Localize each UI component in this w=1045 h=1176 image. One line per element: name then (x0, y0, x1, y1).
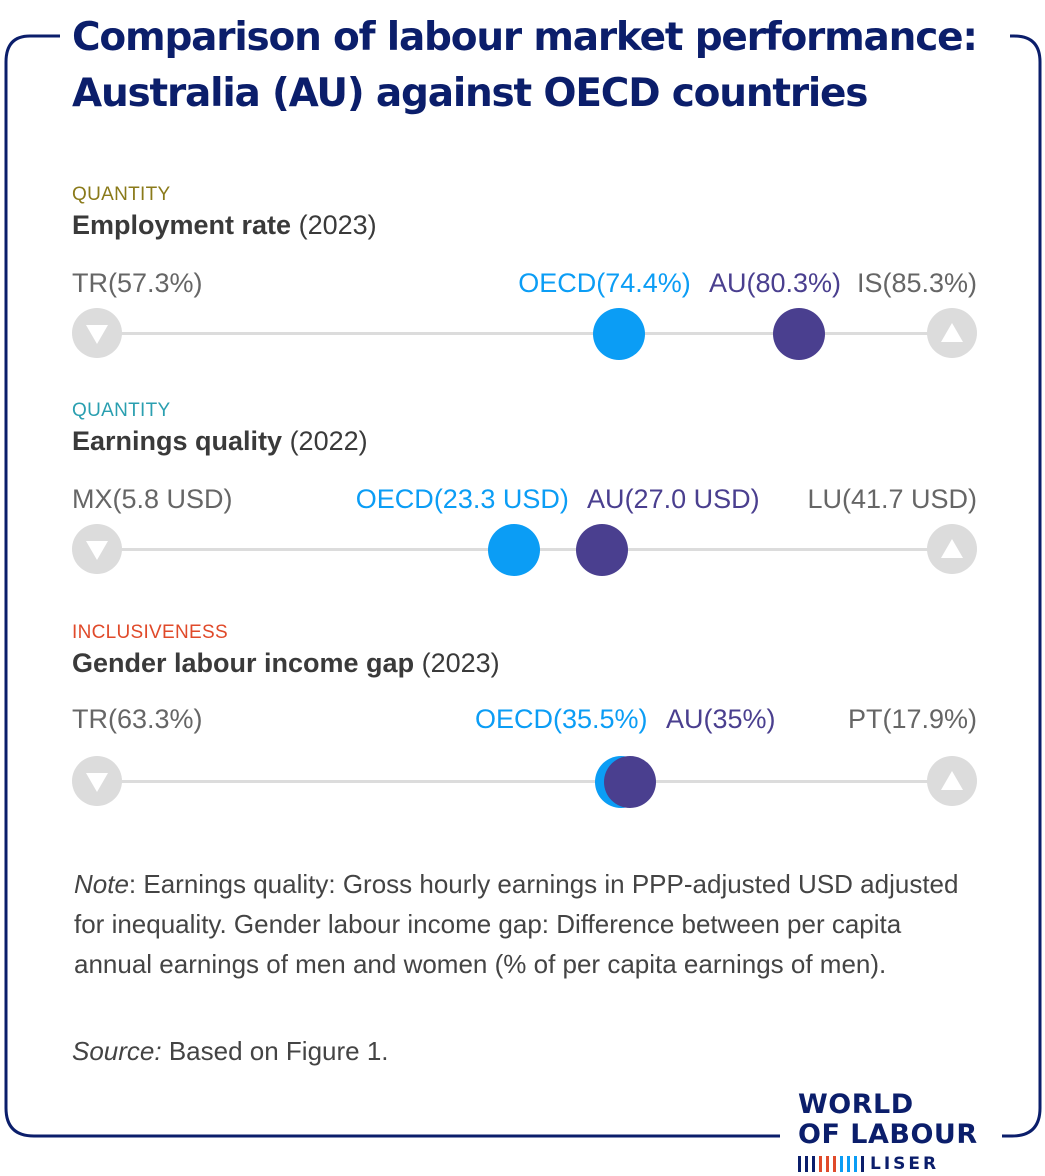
oecd-value: (35.5%) (552, 704, 648, 734)
category-label: QUANTITY (72, 400, 171, 421)
oecd-value: (74.4%) (596, 268, 691, 298)
triangle-up-icon (927, 756, 977, 806)
au-label: AU(80.3%) (709, 268, 841, 299)
oecd-name: OECD (355, 484, 434, 514)
au-label: AU(35%) (666, 704, 776, 735)
max-country: IS (856, 268, 883, 298)
max-value: (41.7 USD) (841, 484, 977, 514)
title-line-2: Australia (AU) against OECD countries (72, 71, 869, 116)
max-value: (17.9%) (882, 704, 977, 734)
max-value: (85.3%) (882, 268, 977, 298)
triangle-down-icon (72, 756, 122, 806)
note-label: Note (74, 869, 129, 899)
au-label: AU(27.0 USD) (587, 484, 760, 515)
indicator-earnings-quality: QUANTITY Earnings quality (2022) MX(5.8 … (72, 400, 977, 600)
au-marker (773, 308, 826, 360)
oecd-name: OECD (474, 704, 553, 734)
indicator-heading: Earnings quality (2022) (72, 426, 368, 457)
category-label: INCLUSIVENESS (72, 622, 228, 643)
indicator-year: (2023) (421, 648, 500, 678)
max-country: PT (847, 704, 883, 734)
oecd-marker (487, 524, 540, 576)
max-label: LU(41.7 USD) (807, 484, 977, 515)
logo-line-1: WORLD (798, 1089, 914, 1120)
source-label: Source: (72, 1036, 162, 1066)
min-label: TR(63.3%) (72, 704, 203, 735)
world-of-labour-logo: WORLD OF LABOUR LISER (780, 1090, 1002, 1174)
au-marker (575, 524, 628, 576)
indicator-gender-income-gap: INCLUSIVENESS Gender labour income gap (… (72, 622, 977, 822)
logo-line-2: OF LABOUR (798, 1119, 978, 1150)
min-value: (63.3%) (108, 704, 203, 734)
oecd-name: OECD (518, 268, 597, 298)
min-value: (57.3%) (108, 268, 203, 298)
max-label: PT(17.9%) (848, 704, 977, 735)
indicator-year: (2023) (298, 210, 377, 240)
triangle-down-icon (72, 308, 122, 358)
triangle-down-icon (72, 524, 122, 574)
min-value: (5.8 USD) (112, 484, 233, 514)
indicator-employment-rate: QUANTITY Employment rate (2023) TR(57.3%… (72, 184, 977, 384)
min-country: TR (72, 268, 108, 298)
au-name: AU (708, 268, 747, 298)
logo-liser: LISER (870, 1154, 940, 1174)
title-line-1: Comparison of labour market performance: (72, 15, 978, 60)
source-body: Based on Figure 1. (161, 1036, 389, 1066)
au-name: AU (587, 484, 625, 514)
oecd-label: OECD(23.3 USD) (356, 484, 569, 515)
page-title: Comparison of labour market performance:… (66, 10, 1010, 122)
indicator-name: Earnings quality (72, 426, 283, 456)
au-value: (80.3%) (746, 268, 842, 298)
logo-bars-icon (798, 1155, 868, 1173)
indicator-heading: Employment rate (2023) (72, 210, 377, 241)
au-value: (35%) (703, 704, 776, 734)
max-country: LU (807, 484, 842, 514)
source-text: Source: Based on Figure 1. (72, 1036, 389, 1067)
au-name: AU (665, 704, 704, 734)
min-label: TR(57.3%) (72, 268, 203, 299)
indicator-name: Employment rate (72, 210, 292, 240)
scale-track (98, 780, 951, 783)
triangle-up-icon (927, 308, 977, 358)
min-label: MX(5.8 USD) (72, 484, 233, 515)
indicator-heading: Gender labour income gap (2023) (72, 648, 500, 679)
indicator-name: Gender labour income gap (72, 648, 415, 678)
max-label: IS(85.3%) (857, 268, 977, 299)
oecd-marker (593, 308, 646, 360)
oecd-value: (23.3 USD) (433, 484, 569, 514)
min-country: TR (72, 704, 108, 734)
oecd-label: OECD(74.4%) (518, 268, 691, 299)
oecd-label: OECD(35.5%) (475, 704, 648, 735)
au-value: (27.0 USD) (624, 484, 760, 514)
au-marker (603, 756, 656, 808)
logo-line-3: LISER (798, 1154, 996, 1174)
note-text: Note: Earnings quality: Gross hourly ear… (74, 864, 974, 984)
min-country: MX (72, 484, 113, 514)
scale-track (98, 332, 951, 335)
triangle-up-icon (927, 524, 977, 574)
category-label: QUANTITY (72, 184, 171, 205)
note-body: : Earnings quality: Gross hourly earning… (74, 869, 959, 979)
indicator-year: (2022) (289, 426, 368, 456)
